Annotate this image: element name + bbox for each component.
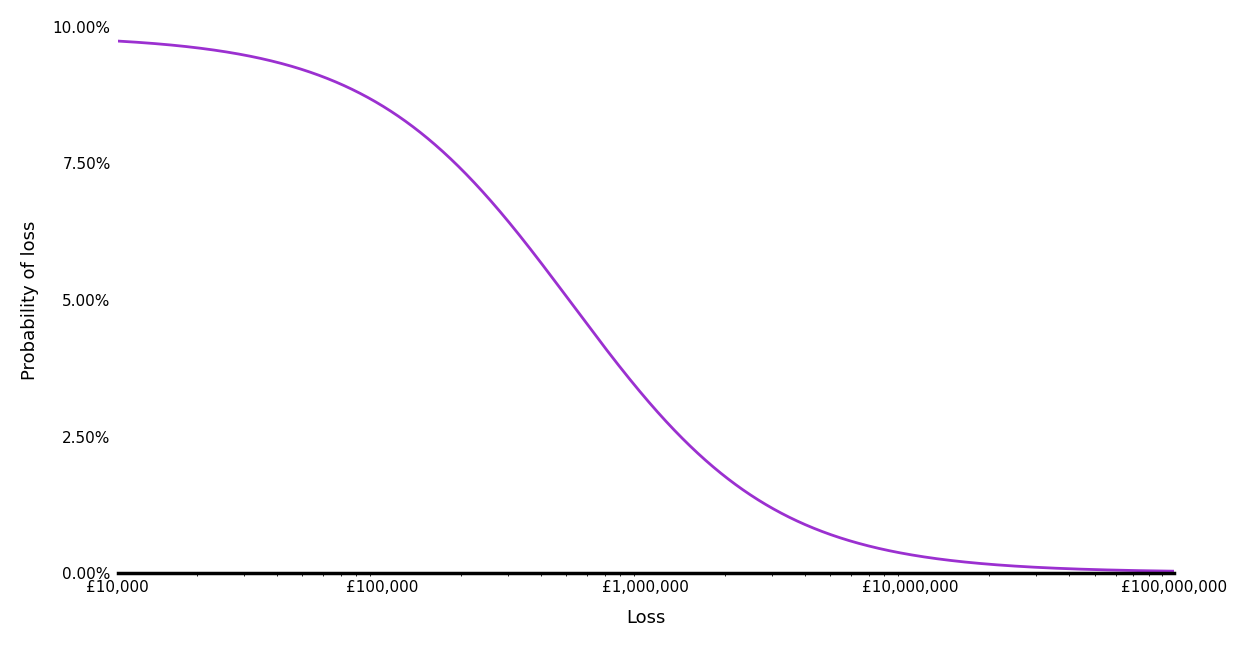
X-axis label: Loss: Loss [626, 609, 665, 627]
Y-axis label: Probability of loss: Probability of loss [21, 220, 39, 380]
